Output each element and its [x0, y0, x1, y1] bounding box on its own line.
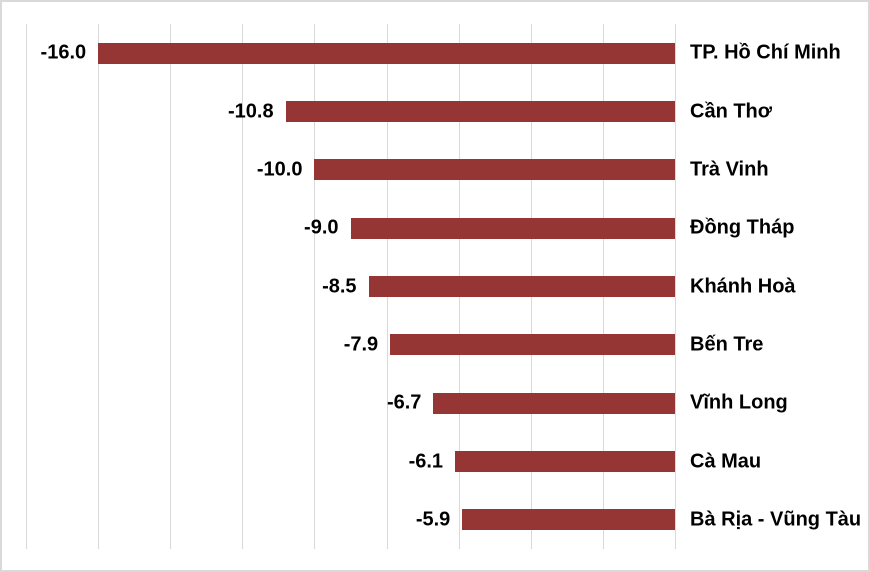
value-label: -10.0 [256, 158, 303, 181]
gridline [26, 24, 27, 549]
value-label: -9.0 [304, 216, 339, 239]
gridline [170, 24, 172, 549]
bar [462, 509, 675, 531]
bar [98, 42, 675, 64]
value-label: -8.5 [322, 275, 357, 297]
bar [433, 392, 675, 414]
gridline [242, 24, 244, 549]
category-label: TP. Hồ Chí Minh [690, 41, 841, 64]
category-label: Cà Mau [690, 450, 762, 472]
gridline [675, 24, 676, 549]
bar [314, 159, 675, 181]
bar [390, 334, 675, 356]
category-label: Đồng Tháp [690, 216, 795, 239]
value-label: -7.9 [343, 333, 379, 356]
bar [350, 217, 675, 239]
category-label: Bà Rịa - Vũng Tàu [690, 508, 862, 531]
bar [455, 451, 675, 472]
category-label: Bến Tre [690, 333, 764, 356]
category-label: Vĩnh Long [690, 391, 788, 414]
gridline [98, 24, 100, 549]
bar [368, 276, 675, 297]
value-label: -6.7 [386, 391, 422, 414]
value-label: -10.8 [228, 100, 274, 122]
category-label: Trà Vinh [690, 158, 769, 181]
category-label: Cần Thơ [690, 100, 772, 122]
gridline [314, 24, 316, 549]
value-label: -16.0 [40, 41, 87, 64]
value-label: -5.9 [415, 508, 451, 531]
value-label: -6.1 [408, 450, 444, 472]
category-label: Khánh Hoà [690, 275, 796, 297]
bar [285, 101, 675, 122]
